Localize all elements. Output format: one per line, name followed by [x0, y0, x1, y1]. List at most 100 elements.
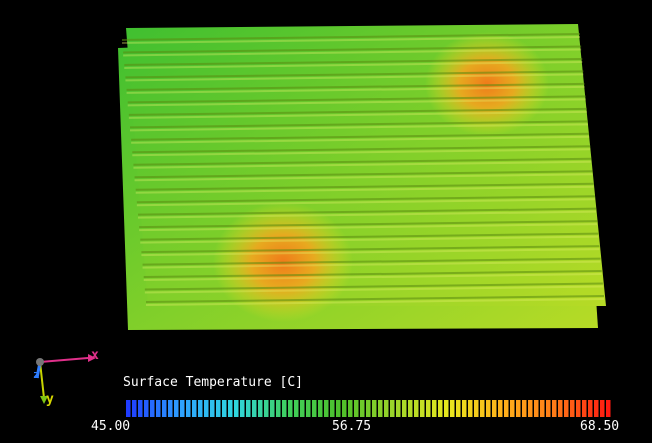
fin-edge [131, 132, 590, 141]
colorbar-band [480, 400, 485, 417]
legend-title: Surface Temperature [C] [123, 375, 304, 390]
colorbar-band [414, 400, 419, 417]
fin-edge [145, 295, 605, 303]
fin-highlight [142, 260, 601, 269]
fin-highlight [124, 60, 583, 69]
axis-origin [36, 358, 44, 366]
colorbar-band [534, 400, 539, 417]
colorbar-band [606, 400, 611, 417]
fin-highlight [144, 285, 603, 294]
colorbar-band [174, 400, 179, 417]
fin-highlight [132, 148, 591, 157]
colorbar-band [228, 400, 233, 417]
fin-edge [141, 245, 600, 254]
colorbar-band [234, 400, 239, 417]
y-axis-arrow [40, 396, 48, 404]
fin-edge [142, 257, 601, 266]
colorbar-band [192, 400, 197, 417]
colorbar-band [306, 400, 311, 417]
colorbar-band [432, 400, 437, 417]
colorbar-band [576, 400, 581, 417]
colorbar-band [498, 400, 503, 417]
fin-edge [127, 95, 586, 104]
colorbar-band [426, 400, 431, 417]
colorbar-band [366, 400, 371, 417]
colorbar-band [258, 400, 263, 417]
colorbar-band [144, 400, 149, 417]
colorbar-band [276, 400, 281, 417]
colorbar-band [330, 400, 335, 417]
colorbar-band [342, 400, 347, 417]
colorbar-band [492, 400, 497, 417]
fin-edge [128, 107, 587, 116]
fin-edge [125, 70, 584, 79]
fin-highlight [137, 210, 597, 219]
fin-highlight [139, 223, 598, 232]
colorbar-band [456, 400, 461, 417]
fin-highlight [131, 135, 590, 144]
colorbar-band [270, 400, 275, 417]
y-axis-label: y [46, 392, 54, 407]
colorbar-band [222, 400, 227, 417]
fin-group [121, 33, 605, 306]
y-axis-line [39, 361, 45, 399]
fin-edge [132, 145, 591, 154]
x-axis-line [39, 357, 89, 363]
colorbar-band [450, 400, 455, 417]
colorbar-band [474, 400, 479, 417]
colorbar-band [594, 400, 599, 417]
x-axis-arrow [88, 354, 96, 362]
fin-highlight [127, 98, 586, 107]
colorbar-band [132, 400, 137, 417]
colorbar-band [240, 400, 245, 417]
colorbar-band [156, 400, 161, 417]
colorbar-band [402, 400, 407, 417]
fin-edge [144, 282, 603, 291]
colorbar-band [384, 400, 389, 417]
fin-edge [143, 270, 602, 279]
colorbar-band [216, 400, 221, 417]
colorbar-band [294, 400, 299, 417]
colorbar-band [378, 400, 383, 417]
fin-edge [140, 232, 599, 241]
colorbar-band [300, 400, 305, 417]
colorbar-band [570, 400, 575, 417]
fin-highlight [141, 248, 600, 257]
z-axis-label: z [33, 368, 40, 381]
colorbar-band [246, 400, 251, 417]
colorbar-band [336, 400, 341, 417]
colorbar-min-label: 45.00 [91, 419, 131, 434]
colorbar-band [552, 400, 557, 417]
fin-edge [133, 157, 592, 166]
colorbar-band [312, 400, 317, 417]
fin-edge [134, 170, 593, 179]
colorbar-band [162, 400, 167, 417]
fin-highlight [145, 298, 605, 306]
colorbar-band [264, 400, 269, 417]
colorbar-band [462, 400, 467, 417]
colorbar-band [540, 400, 545, 417]
colorbar-band [564, 400, 569, 417]
colorbar-band [150, 400, 155, 417]
colorbar-band [408, 400, 413, 417]
colorbar-band [168, 400, 173, 417]
fin-edge [124, 57, 583, 66]
colorbar-band [528, 400, 533, 417]
fin-highlight [133, 160, 592, 169]
fin-edge [136, 195, 595, 204]
x-axis-label: x [91, 348, 99, 363]
colorbar-band [546, 400, 551, 417]
colorbar-band [252, 400, 257, 417]
fin-edge [123, 45, 582, 54]
colorbar-band [504, 400, 509, 417]
colorbar-band [204, 400, 209, 417]
colorbar-band [372, 400, 377, 417]
fin-edge [129, 120, 589, 129]
colorbar-band [348, 400, 353, 417]
colorbar-band [516, 400, 521, 417]
fin-edge [139, 220, 598, 229]
colorbar-band [282, 400, 287, 417]
colorbar-band [558, 400, 563, 417]
